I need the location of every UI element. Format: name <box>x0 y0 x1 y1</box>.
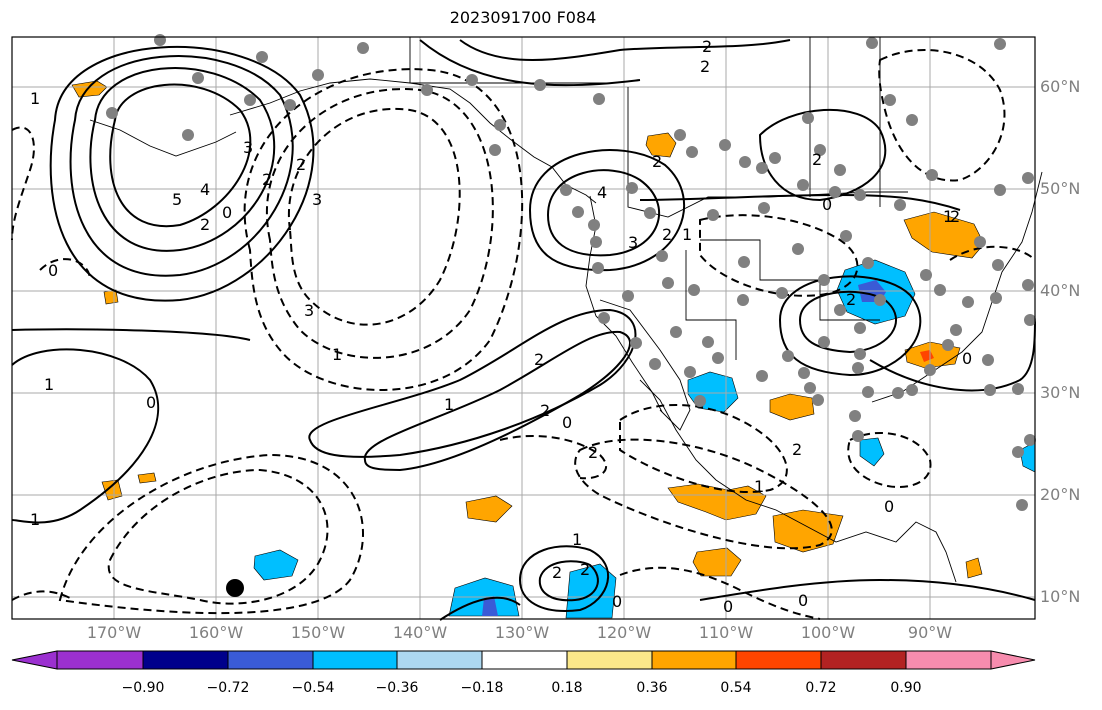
contour-label: 2 <box>534 350 544 369</box>
contour-label: 1 <box>682 225 692 244</box>
colorbar-bin <box>396 650 483 670</box>
lon-tick-label: 100°W <box>800 623 856 642</box>
coastlines <box>89 37 1043 583</box>
contour-label: 0 <box>723 597 733 616</box>
contour-label: 2 <box>262 170 272 189</box>
lat-tick-label: 50°N <box>1040 179 1081 198</box>
contour-label: 0 <box>612 592 622 611</box>
colorbar-tick-label: 0.36 <box>636 680 668 696</box>
colorbar-bin <box>905 650 992 670</box>
contour-label: 3 <box>628 233 638 252</box>
contour-label: 3 <box>304 301 314 320</box>
contour-label: 0 <box>146 393 156 412</box>
map-frame <box>11 36 1036 620</box>
contour-label: 1 <box>30 89 40 108</box>
map-title: 2023091700 F084 <box>449 8 597 27</box>
contour-label: 1 <box>754 477 764 496</box>
contour-label: 4 <box>200 180 210 199</box>
colorbar-min-extend <box>11 650 58 670</box>
colorbar <box>11 650 1036 670</box>
contour-label: 2 <box>200 215 210 234</box>
contour-label: 2 <box>792 440 802 459</box>
contour-label: 1 <box>30 510 40 529</box>
contour-label: 2 <box>662 225 672 244</box>
colorbar-tick-label: −0.18 <box>460 680 504 696</box>
colorbar-tick-label: −0.36 <box>375 680 419 696</box>
lat-tick-label: 20°N <box>1040 485 1081 504</box>
colorbar-max-extend <box>990 650 1036 670</box>
lon-tick-label: 170°W <box>86 623 142 642</box>
colorbar-tick-label: −0.72 <box>206 680 250 696</box>
contour-label: 1 <box>332 345 342 364</box>
contour-label: 1 <box>572 530 582 549</box>
contour-label: 2 <box>702 37 712 56</box>
lon-tick-label: 140°W <box>392 623 448 642</box>
contour-label: 0 <box>962 349 972 368</box>
contour-label: 1 <box>444 395 454 414</box>
contour-label: 2 <box>846 290 856 309</box>
contour-label: 2 <box>588 443 598 462</box>
station-markers <box>106 34 1036 511</box>
lat-tick-label: 40°N <box>1040 281 1081 300</box>
contour-label: 2 <box>812 150 822 169</box>
colorbar-bin <box>566 650 653 670</box>
colorbar-bin <box>227 650 314 670</box>
colorbar-bin <box>651 650 737 670</box>
colorbar-tick-label: 0.54 <box>720 680 752 696</box>
colorbar-bin <box>312 650 398 670</box>
lon-tick-label: 130°W <box>494 623 550 642</box>
colorbar-bin <box>735 650 822 670</box>
contour-label: 0 <box>222 203 232 222</box>
contour-label: 1 <box>943 207 953 226</box>
contour-label: 1 <box>44 375 54 394</box>
lat-tick-label: 10°N <box>1040 587 1081 606</box>
lon-tick-label: 110°W <box>698 623 754 642</box>
colorbar-tick-label: 0.90 <box>890 680 922 696</box>
lat-tick-label: 30°N <box>1040 383 1081 402</box>
lon-tick-label: 150°W <box>290 623 346 642</box>
colorbar-bin <box>820 650 907 670</box>
contour-label: 0 <box>884 497 894 516</box>
contour-label: 2 <box>552 563 562 582</box>
colorbar-bin <box>56 650 144 670</box>
graticule <box>12 37 1035 619</box>
lon-tick-label: 160°W <box>188 623 244 642</box>
contour-label: 2 <box>950 207 960 226</box>
contour-label-group: 2 2 1 3 5 4 3 2 0 2 3 2 1 2 0 4 3 2 1 2 … <box>30 37 972 616</box>
storm-center-marker <box>226 579 244 597</box>
lon-tick-label: 90°W <box>907 623 953 642</box>
colorbar-bin <box>481 650 568 670</box>
contour-lines <box>11 39 1036 621</box>
contour-label: 2 <box>652 152 662 171</box>
colorbar-bin <box>142 650 229 670</box>
shaded-anomalies <box>71 80 1036 619</box>
lon-tick-label: 120°W <box>596 623 652 642</box>
contour-label: 3 <box>312 190 322 209</box>
colorbar-tick-label: 0.72 <box>805 680 837 696</box>
contour-label: 0 <box>562 413 572 432</box>
contour-label: 2 <box>700 57 710 76</box>
colorbar-tick-label: −0.54 <box>291 680 335 696</box>
colorbar-tick-label: −0.90 <box>121 680 165 696</box>
lat-tick-label: 60°N <box>1040 77 1081 96</box>
contour-label: 5 <box>172 190 182 209</box>
contour-label: 0 <box>798 591 808 610</box>
contour-label: 2 <box>580 560 590 579</box>
contour-label: 4 <box>597 183 607 202</box>
contour-label: 2 <box>540 401 550 420</box>
colorbar-tick-label: 0.18 <box>551 680 583 696</box>
contour-label: 3 <box>243 138 253 157</box>
contour-label: 0 <box>822 195 832 214</box>
contour-label: 0 <box>48 261 58 280</box>
contour-label: 2 <box>296 155 306 174</box>
